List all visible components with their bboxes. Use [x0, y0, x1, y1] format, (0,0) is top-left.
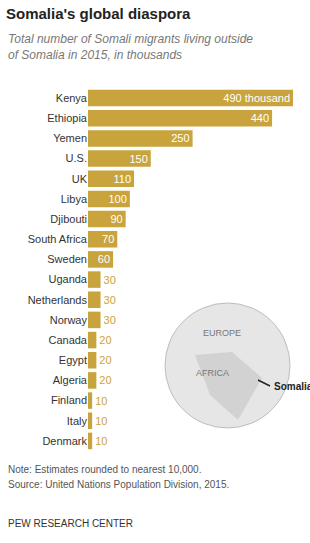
- svg-text:Kenya: Kenya: [56, 92, 88, 104]
- svg-text:Netherlands: Netherlands: [28, 294, 88, 306]
- svg-text:Note: Estimates rounded to nea: Note: Estimates rounded to nearest 10,00…: [8, 464, 201, 475]
- svg-text:Egypt: Egypt: [59, 354, 87, 366]
- svg-text:Finland: Finland: [51, 394, 87, 406]
- svg-text:20: 20: [99, 354, 111, 366]
- svg-text:Norway: Norway: [50, 314, 88, 326]
- svg-text:Uganda: Uganda: [48, 273, 87, 285]
- svg-text:Italy: Italy: [67, 415, 88, 427]
- svg-text:10: 10: [95, 395, 107, 407]
- svg-text:South Africa: South Africa: [28, 233, 88, 245]
- svg-text:Libya: Libya: [61, 193, 88, 205]
- svg-text:Somalia's global diaspora: Somalia's global diaspora: [6, 5, 191, 22]
- svg-text:Algeria: Algeria: [53, 374, 88, 386]
- svg-text:30: 30: [104, 314, 116, 326]
- svg-text:EUROPE: EUROPE: [203, 328, 241, 338]
- svg-text:PEW RESEARCH CENTER: PEW RESEARCH CENTER: [8, 518, 133, 529]
- svg-text:UK: UK: [72, 173, 88, 185]
- svg-text:440: 440: [251, 112, 269, 124]
- svg-text:Denmark: Denmark: [42, 435, 87, 447]
- svg-text:U.S.: U.S.: [66, 152, 87, 164]
- svg-text:110: 110: [113, 173, 131, 185]
- svg-text:10: 10: [95, 435, 107, 447]
- svg-text:30: 30: [104, 294, 116, 306]
- svg-text:100: 100: [108, 193, 126, 205]
- svg-text:Ethiopia: Ethiopia: [47, 112, 88, 124]
- svg-text:Somalia: Somalia: [274, 381, 310, 392]
- svg-text:AFRICA: AFRICA: [196, 368, 229, 378]
- svg-text:Yemen: Yemen: [53, 132, 87, 144]
- svg-text:Canada: Canada: [48, 334, 87, 346]
- svg-text:490 thousand: 490 thousand: [223, 92, 290, 104]
- svg-text:20: 20: [99, 374, 111, 386]
- svg-text:60: 60: [98, 253, 110, 265]
- svg-text:Source: United Nations Populat: Source: United Nations Population Divisi…: [8, 479, 229, 490]
- svg-text:Djibouti: Djibouti: [50, 213, 87, 225]
- svg-text:Total number of Somali migrant: Total number of Somali migrants living o…: [8, 32, 253, 62]
- svg-text:90: 90: [110, 213, 122, 225]
- svg-text:70: 70: [102, 233, 114, 245]
- svg-text:20: 20: [99, 334, 111, 346]
- svg-text:Sweden: Sweden: [47, 253, 87, 265]
- svg-text:10: 10: [95, 415, 107, 427]
- svg-text:30: 30: [104, 274, 116, 286]
- svg-text:150: 150: [129, 153, 147, 165]
- svg-text:250: 250: [171, 132, 189, 144]
